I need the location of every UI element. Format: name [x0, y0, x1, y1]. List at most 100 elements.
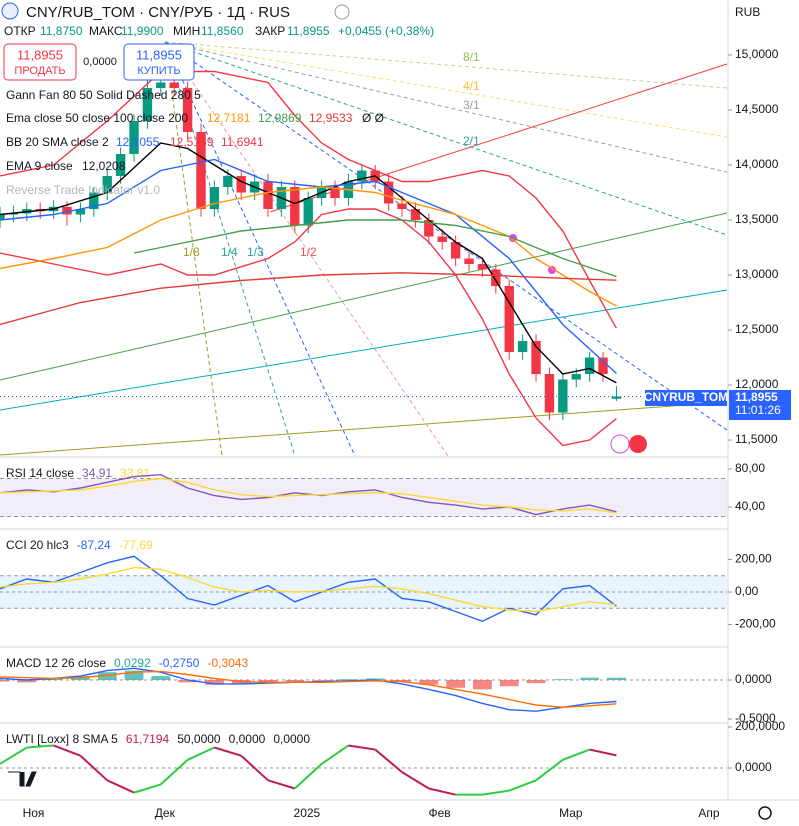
histogram-bar	[0, 680, 10, 682]
stat-value: 11,8560	[201, 24, 244, 38]
candle-body	[89, 192, 99, 210]
panel-title: RSI 14 close	[6, 466, 74, 480]
histogram-bar	[580, 677, 600, 681]
candle-body	[263, 181, 273, 210]
x-tick-label: Мар	[559, 806, 583, 820]
fan-label: 2/1	[463, 134, 480, 148]
symbol-icon[interactable]	[1, 2, 19, 20]
histogram-bar	[365, 678, 385, 681]
indicator-title[interactable]: Gann Fan 80 50 Solid Dashed 280 5	[6, 88, 201, 102]
stat-label: ЗАКР	[255, 24, 285, 38]
lwti-segment	[79, 754, 108, 782]
histogram-bar	[419, 680, 439, 685]
y-tick-label: 14,5000	[735, 102, 779, 116]
overlay-line	[133, 219, 617, 278]
candle-body	[357, 170, 367, 182]
x-tick-label: Апр	[698, 806, 720, 820]
lwti-segment	[508, 779, 537, 792]
spread: 0,0000	[83, 56, 117, 68]
y-tick-label: 80,00	[735, 461, 765, 475]
lwti-segment	[321, 744, 349, 765]
candle-body	[169, 82, 179, 89]
candle-body	[290, 187, 300, 226]
indicator-title[interactable]: BB 20 SMA close 2	[6, 135, 109, 149]
currency[interactable]: RUB	[735, 5, 760, 19]
fan-label: 3/1	[463, 98, 480, 112]
y-tick-label: 15,0000	[735, 47, 779, 61]
candle-body	[75, 209, 86, 215]
fan-line	[164, 41, 728, 431]
histogram-bar	[312, 680, 332, 681]
lwti-segment	[589, 748, 617, 757]
lwti-segment	[0, 746, 28, 765]
legend-value: -77,69	[119, 538, 153, 552]
y-tick-label: 200,00	[735, 552, 772, 566]
histogram-bar	[97, 672, 117, 681]
indicator-value: 11,6941	[221, 135, 264, 149]
legend-value: 34,91	[82, 466, 112, 480]
y-tick-label: 40,00	[735, 499, 765, 513]
candle-body	[397, 203, 407, 210]
fan-label: 1/8	[183, 245, 200, 259]
indicator-title[interactable]: Reverse Trade Indicator v1.0	[6, 183, 160, 197]
fan-line	[164, 41, 728, 236]
candle-body	[571, 374, 581, 380]
histogram-bar	[205, 680, 224, 685]
sell-button[interactable]	[3, 43, 77, 81]
status-dot	[334, 4, 350, 20]
legend-value: 0,0000	[229, 732, 266, 746]
lwti-segment	[187, 746, 215, 761]
fan-label: 1/2	[300, 245, 317, 259]
buy-button[interactable]	[123, 43, 195, 81]
event-icon[interactable]	[629, 435, 647, 453]
panel-title: CCI 20 hlc3	[6, 538, 69, 552]
legend-value: 61,7194	[126, 732, 170, 746]
histogram-bar	[44, 678, 63, 681]
legend-value: -0,2750	[159, 656, 200, 670]
lwti-segment	[53, 744, 81, 757]
settings[interactable]	[758, 806, 772, 820]
histogram-bar	[339, 679, 358, 681]
candle-body	[156, 82, 166, 89]
candle-body	[477, 264, 488, 270]
candle-body	[437, 236, 447, 243]
fan-label: 8/1	[463, 50, 480, 64]
indicator-title[interactable]: EMA 9 close	[6, 159, 73, 173]
candle-body	[598, 357, 608, 375]
stat-label: ОТКР	[4, 24, 36, 38]
histogram-bar	[17, 680, 37, 683]
indicator-title[interactable]: Ema close 50 close 100 close 200	[6, 111, 188, 125]
price-tag-price: 11,8955	[735, 390, 778, 404]
symbol[interactable]: CNY/RUB_TOM · CNY/РУБ · 1Д · RUS	[26, 4, 290, 21]
lwti-segment	[106, 779, 135, 794]
event-icon[interactable]	[610, 434, 630, 454]
change: +0,0455 (+0,38%)	[338, 24, 434, 38]
legend-value: -0,3043	[207, 656, 248, 670]
sell-label: ПРОДАТЬ	[14, 65, 65, 77]
legend-value: 50,0000	[177, 732, 221, 746]
histogram-bar	[178, 680, 197, 683]
lwti-segment	[562, 748, 590, 761]
price-tag	[645, 390, 727, 406]
trend-line	[0, 212, 728, 381]
trend-line	[0, 401, 728, 456]
candle-body	[410, 209, 421, 221]
y-tick-label: -0,5000	[735, 711, 776, 725]
indicator-line	[0, 477, 617, 514]
lwti-segment	[482, 789, 510, 796]
logo[interactable]	[8, 771, 37, 787]
histogram-bar	[607, 677, 626, 681]
candle-body	[544, 374, 555, 413]
stat-label: МАКС	[89, 24, 123, 38]
price-tag	[729, 390, 791, 420]
lwti-segment	[401, 771, 430, 790]
x-tick-label: Фев	[428, 806, 450, 820]
stat-value: 11,8750	[40, 24, 83, 38]
indicator-line	[0, 473, 617, 516]
candle-body	[0, 214, 5, 221]
candle-body	[115, 154, 126, 177]
candle-body	[584, 357, 595, 375]
candle-body	[504, 286, 514, 353]
histogram-bar	[499, 680, 519, 687]
